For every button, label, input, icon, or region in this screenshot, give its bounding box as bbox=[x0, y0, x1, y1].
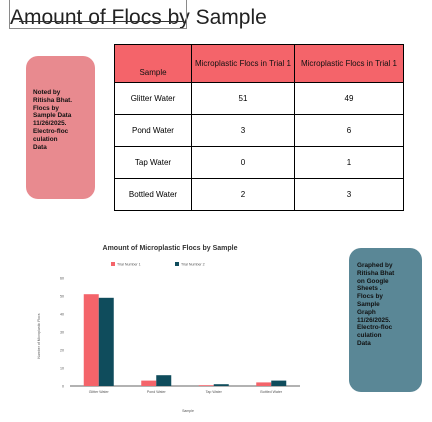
table-cell: 49 bbox=[294, 82, 404, 115]
bar bbox=[198, 385, 214, 386]
y-tick-label: 60 bbox=[60, 276, 64, 280]
y-tick-label: 30 bbox=[60, 330, 64, 334]
table-cell: 6 bbox=[294, 114, 404, 147]
bar bbox=[83, 294, 99, 386]
legend-label: Trial Number 1 bbox=[117, 263, 141, 267]
y-tick-label: 50 bbox=[60, 294, 64, 298]
chart-legend: Trial Number 1 Trial Number 2 bbox=[111, 262, 205, 267]
bar bbox=[256, 382, 272, 386]
y-tick-label: 20 bbox=[60, 348, 64, 352]
legend-swatch bbox=[175, 262, 179, 266]
strikethrough-line bbox=[19, 21, 184, 22]
table-row: Tap Water 0 1 bbox=[114, 146, 404, 179]
table-cell: Bottled Water bbox=[114, 178, 192, 211]
bar-chart: Amount of Microplastic Flocs by Sample T… bbox=[37, 245, 300, 413]
table-cell: Tap Water bbox=[114, 146, 192, 179]
page-title: Amount of Flocs by Sample bbox=[10, 6, 267, 30]
note-red: Noted by Ritisha Bhat. Flocs by Sample D… bbox=[26, 56, 95, 199]
table-cell: Glitter Water bbox=[114, 82, 192, 115]
legend-swatch bbox=[111, 262, 115, 266]
y-axis-label: Number of Microplastic Flocs bbox=[37, 313, 41, 358]
y-tick-label: 40 bbox=[60, 312, 64, 316]
table-row: Bottled Water 2 3 bbox=[114, 178, 404, 211]
bar bbox=[141, 380, 157, 386]
chart-title: Amount of Microplastic Flocs by Sample bbox=[103, 245, 238, 252]
table-cell: 2 bbox=[191, 178, 295, 211]
table-cell: 3 bbox=[294, 178, 404, 211]
y-tick-label: 0 bbox=[62, 384, 64, 388]
bar bbox=[271, 380, 287, 386]
data-table: Sample Microplastic Flocs in Trial 1 Mic… bbox=[114, 44, 404, 211]
table-cell: Pond Water bbox=[114, 114, 192, 147]
title-prefix: Amount of Flocs bbox=[10, 6, 162, 29]
bar bbox=[98, 297, 114, 386]
table-row: Glitter Water 51 49 bbox=[114, 82, 404, 115]
x-tick-label: Pond Water bbox=[147, 390, 167, 394]
table-header-trial-a: Microplastic Flocs in Trial 1 bbox=[191, 44, 295, 83]
table-cell: 0 bbox=[191, 146, 295, 179]
table-header-row: Sample Microplastic Flocs in Trial 1 Mic… bbox=[114, 44, 404, 83]
table-cell: 3 bbox=[191, 114, 295, 147]
table-cell: 51 bbox=[191, 82, 295, 115]
table-row: Pond Water 3 6 bbox=[114, 114, 404, 147]
plot-area: 0 10 20 30 40 50 60 Glitter Water Pond Water Tap … bbox=[60, 276, 300, 394]
x-tick-label: Glitter Water bbox=[89, 390, 110, 394]
x-tick-label: Bottled Water bbox=[260, 390, 282, 394]
y-tick-label: 10 bbox=[60, 366, 64, 370]
bar bbox=[156, 375, 172, 386]
table-header-trial-b: Microplastic Flocs in Trial 1 bbox=[294, 44, 404, 83]
bar bbox=[213, 384, 229, 386]
title-suffix: by Sample bbox=[161, 6, 267, 29]
table-header-sample: Sample bbox=[114, 44, 192, 83]
note-blue: Graphed by Ritisha Bhat on Google Sheets… bbox=[349, 248, 422, 392]
legend-label: Trial Number 2 bbox=[181, 263, 205, 267]
x-tick-label: Tap Water bbox=[206, 390, 223, 394]
table-cell: 1 bbox=[294, 146, 404, 179]
x-axis-label: Sample bbox=[182, 409, 194, 413]
